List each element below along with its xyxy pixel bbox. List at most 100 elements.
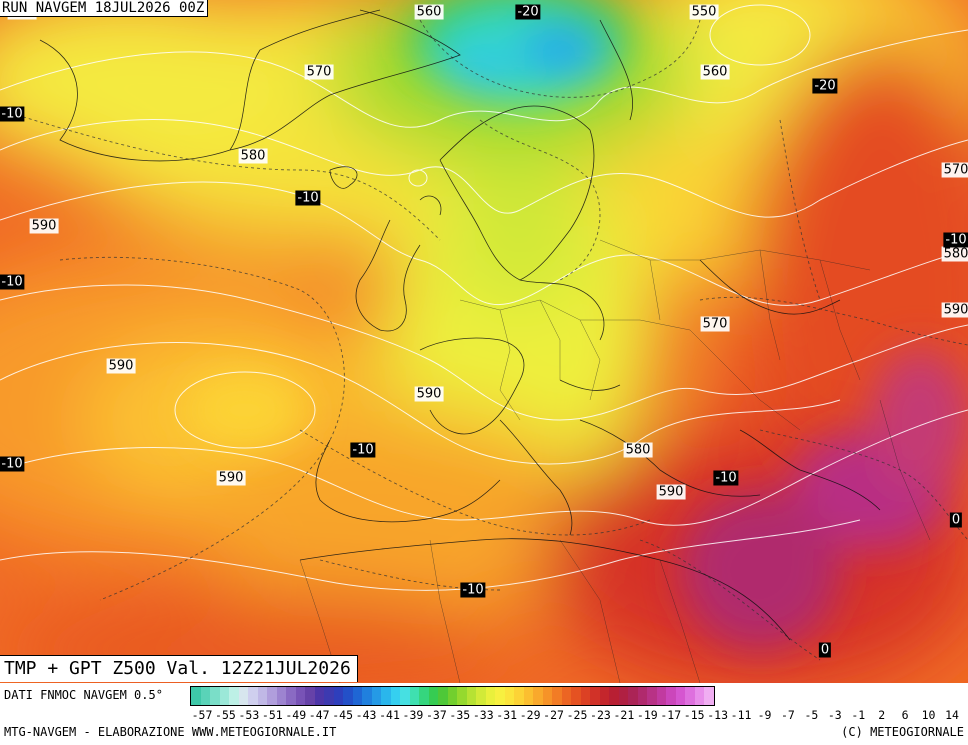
- color-swatch: [333, 687, 343, 705]
- geopotential-label: 570: [700, 316, 730, 332]
- color-scale-tick: -45: [332, 708, 354, 722]
- color-swatch: [267, 687, 277, 705]
- color-swatch: [295, 687, 305, 705]
- color-swatch: [276, 687, 286, 705]
- color-swatch: [675, 687, 685, 705]
- color-scale-tick: 14: [945, 708, 959, 722]
- temperature-label: -20: [515, 4, 541, 20]
- color-scale-tick: -23: [590, 708, 611, 722]
- color-scale-tick: -29: [519, 708, 541, 722]
- color-swatch: [637, 687, 647, 705]
- color-swatch: [647, 687, 657, 705]
- color-scale-tick: -55: [215, 708, 236, 722]
- color-swatch: [514, 687, 524, 705]
- color-swatch: [428, 687, 438, 705]
- color-scale-tick: -35: [449, 708, 471, 722]
- color-swatch: [343, 687, 353, 705]
- color-scale-tick: -47: [308, 708, 330, 722]
- color-swatch: [400, 687, 410, 705]
- color-swatch: [371, 687, 381, 705]
- temperature-field: [0, 0, 968, 683]
- temperature-label: -10: [350, 442, 376, 458]
- geopotential-label: 590: [106, 358, 136, 374]
- color-swatch: [409, 687, 419, 705]
- color-swatch: [305, 687, 315, 705]
- color-swatch: [438, 687, 448, 705]
- color-scale-tick: -3: [827, 708, 842, 722]
- color-scale-tick: -41: [379, 708, 400, 722]
- temperature-label: -10: [295, 190, 321, 206]
- color-scale-tick: -49: [285, 708, 307, 722]
- weather-map: 5505605705505805605905705905805905905705…: [0, 0, 968, 683]
- color-scale-bar: [190, 686, 715, 706]
- color-scale-tick: -37: [425, 708, 447, 722]
- color-scale-tick: -39: [402, 708, 424, 722]
- color-scale-tick: -57: [191, 708, 213, 722]
- color-swatch: [257, 687, 267, 705]
- legend-panel: DATI FNMOC NAVGEM 0.5° -57 -55 -53 -51 -49 -4…: [0, 683, 968, 745]
- color-swatch: [466, 687, 476, 705]
- geopotential-label: 590: [29, 218, 59, 234]
- color-scale-tick: -31: [496, 708, 518, 722]
- color-swatch: [533, 687, 543, 705]
- run-label: RUN NAVGEM 18JUL2026 00Z: [0, 0, 209, 17]
- color-swatch: [618, 687, 628, 705]
- color-swatch: [580, 687, 590, 705]
- color-swatch: [324, 687, 334, 705]
- color-scale-tick: -53: [238, 708, 260, 722]
- valid-time-label: TMP + GPT Z500 Val. 12Z21JUL2026: [0, 655, 358, 682]
- color-swatch: [457, 687, 467, 705]
- color-swatch: [390, 687, 400, 705]
- color-swatch: [314, 687, 324, 705]
- geopotential-label: 580: [238, 148, 268, 164]
- color-swatch: [286, 687, 296, 705]
- color-scale-tick: -21: [613, 708, 635, 722]
- color-scale-tick: -43: [355, 708, 377, 722]
- color-scale-tick: -13: [707, 708, 729, 722]
- color-swatch: [523, 687, 533, 705]
- temperature-label: -20: [812, 78, 838, 94]
- color-swatch: [590, 687, 600, 705]
- footer-copyright: (C) METEOGIORNALE: [841, 725, 964, 739]
- color-scale-tick: 6: [901, 708, 909, 722]
- color-swatch: [476, 687, 486, 705]
- color-scale-tick: 2: [878, 708, 886, 722]
- temperature-label: -10: [0, 456, 25, 472]
- geopotential-label: 560: [700, 64, 730, 80]
- geopotential-label: 580: [623, 442, 653, 458]
- color-scale-tick: -7: [781, 708, 795, 722]
- color-swatch: [485, 687, 495, 705]
- color-swatch: [419, 687, 429, 705]
- geopotential-label: 570: [304, 64, 334, 80]
- temperature-label: -10: [460, 582, 486, 598]
- color-scale-tick: -51: [261, 708, 283, 722]
- color-scale-tick: -17: [660, 708, 682, 722]
- temperature-label: 0: [949, 512, 963, 528]
- color-scale-tick: -15: [683, 708, 705, 722]
- color-swatch: [599, 687, 609, 705]
- color-swatch: [552, 687, 562, 705]
- color-scale-tick: -33: [472, 708, 494, 722]
- color-swatch: [704, 687, 714, 705]
- geopotential-label: 590: [941, 302, 968, 318]
- geopotential-label: 590: [414, 386, 444, 402]
- color-swatch: [381, 687, 391, 705]
- temperature-label: -10: [943, 232, 968, 248]
- color-swatch: [248, 687, 258, 705]
- color-swatch: [238, 687, 248, 705]
- color-swatch: [219, 687, 229, 705]
- data-source-label: DATI FNMOC NAVGEM 0.5°: [4, 688, 163, 702]
- geopotential-label: 590: [216, 470, 246, 486]
- color-scale-tick: -1: [851, 708, 866, 722]
- color-swatch: [352, 687, 362, 705]
- color-swatch: [542, 687, 552, 705]
- color-swatch: [200, 687, 210, 705]
- geopotential-label: 550: [689, 4, 719, 20]
- color-scale-tick: -27: [543, 708, 564, 722]
- color-scale-ticks: -57 -55 -53 -51 -49 -47 -45 -43 -41 -39 -37 -35 -33-…: [190, 708, 968, 722]
- temperature-label: -10: [0, 274, 25, 290]
- geopotential-label: 580: [941, 246, 968, 262]
- color-swatch: [210, 687, 220, 705]
- footer-credit: MTG-NAVGEM - ELABORAZIONE WWW.METEOGIORN…: [4, 725, 337, 739]
- color-swatch: [447, 687, 457, 705]
